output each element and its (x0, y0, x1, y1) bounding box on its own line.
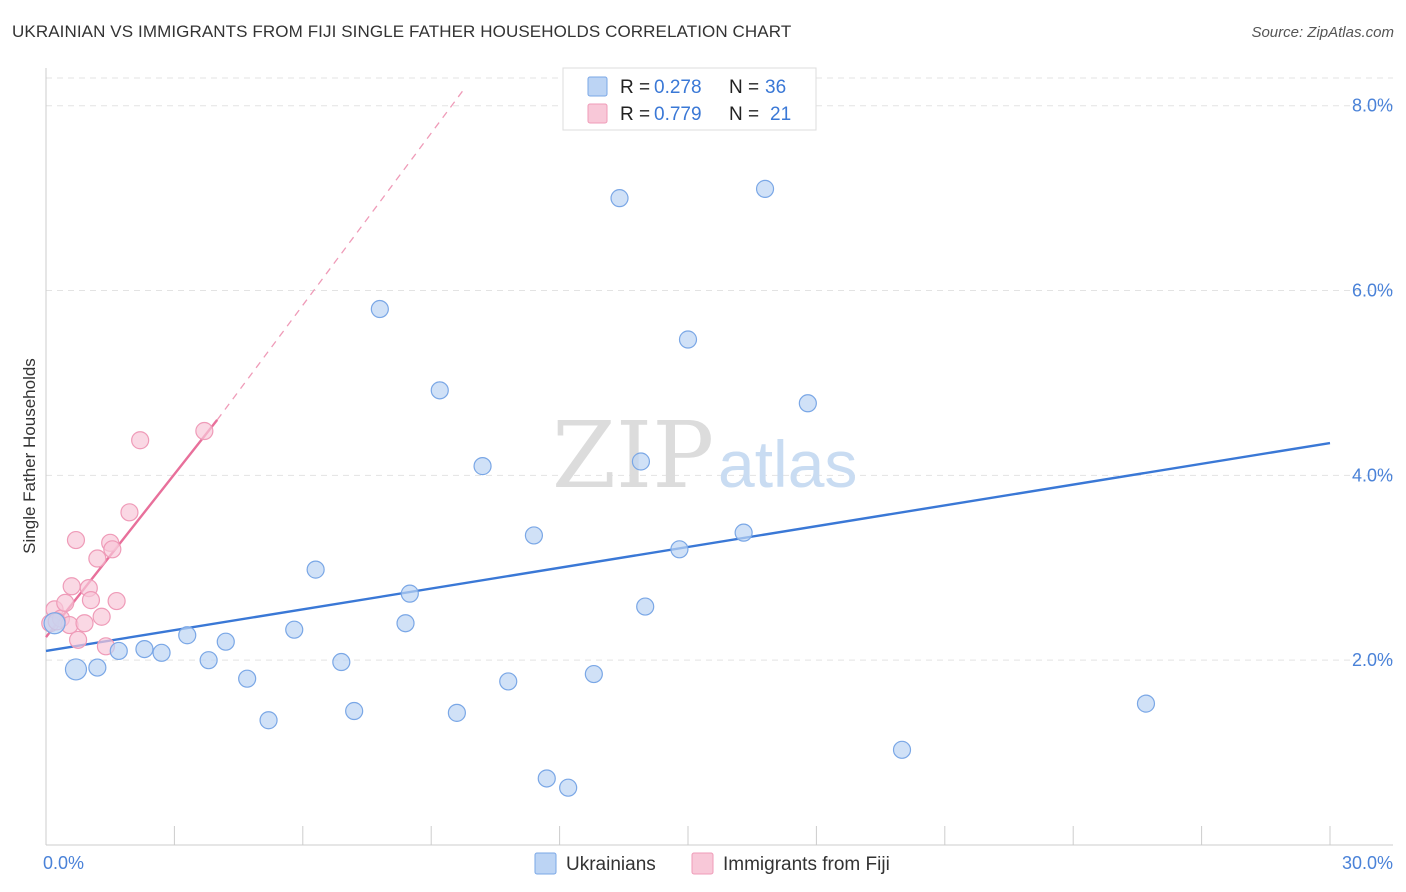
ukrainians-point-29 (670, 540, 689, 559)
ukrainians-point-31 (734, 523, 753, 542)
fiji-point-17 (120, 503, 139, 522)
legend-swatch-ukrainians (587, 76, 608, 97)
legend-r-value-1: 0.278 (654, 77, 702, 98)
ukrainians-point-2 (88, 658, 107, 677)
y-axis-label: Single Father Households (20, 358, 39, 554)
y-tick-label-2: 6.0% (1352, 281, 1393, 301)
ukrainians-point-21 (499, 672, 518, 691)
fiji-point-7 (68, 630, 88, 649)
ukrainians-point-9 (238, 669, 257, 688)
fiji-point-10 (81, 591, 101, 610)
y-tick-label-0: 2.0% (1352, 650, 1393, 670)
series-legend-swatch-ukrainians (534, 852, 557, 875)
series-legend: Ukrainians Immigrants from Fiji (534, 852, 890, 875)
ukrainians-point-25 (584, 664, 603, 684)
ukrainians-point-16 (396, 614, 415, 633)
ukrainians-point-23 (537, 769, 556, 788)
correlation-legend: R = 0.278 N = 36 R = 0.779 N = 21 (562, 67, 817, 131)
legend-n-label-2: N = (729, 104, 759, 125)
ukrainians-point-4 (135, 639, 154, 659)
source-label: Source: ZipAtlas.com (1251, 24, 1394, 41)
ukrainians-point-26 (610, 189, 629, 208)
y-tick-label-1: 4.0% (1352, 465, 1393, 485)
fiji-point-12 (92, 607, 111, 626)
y-tick-labels: 2.0% 4.0% 6.0% 8.0% (1352, 96, 1393, 670)
ukrainians-point-14 (345, 701, 364, 721)
ukrainians-point-17 (400, 584, 419, 603)
ukrainians-point-35 (1136, 694, 1156, 713)
y-tick-label-3: 8.0% (1352, 96, 1393, 116)
fiji-point-11 (88, 549, 107, 568)
fiji-point-19 (195, 421, 214, 441)
x-tick-max: 30.0% (1342, 853, 1393, 873)
legend-r-label-2: R = (620, 104, 650, 125)
ukrainians-point-7 (199, 651, 218, 670)
axes (45, 68, 1393, 846)
legend-swatch-fiji (587, 103, 608, 124)
ukrainians-point-19 (447, 703, 466, 722)
ukrainians-point-24 (559, 778, 578, 797)
ukrainians-point-34 (892, 740, 912, 759)
fiji-point-5 (62, 577, 81, 596)
trend-lines (45, 86, 1331, 653)
ukrainians-point-0 (43, 612, 66, 635)
ukrainians-point-22 (524, 526, 544, 545)
ukrainians-point-10 (259, 711, 278, 730)
watermark-zip: ZIP (552, 402, 714, 509)
ukrainians-point-20 (473, 457, 492, 476)
fiji-point-6 (66, 530, 86, 550)
series-legend-label-ukrainians: Ukrainians (566, 854, 656, 875)
ukrainians-point-28 (631, 452, 651, 471)
gridlines (46, 77, 1393, 661)
ukrainians-point-1 (64, 658, 88, 681)
ukrainians-point-13 (332, 652, 351, 672)
ukrainians-point-6 (178, 626, 197, 645)
data-points (41, 179, 1156, 797)
ukrainians-point-33 (798, 394, 817, 413)
legend-r-value-2: 0.779 (654, 104, 702, 125)
ukrainians-point-5 (152, 643, 171, 662)
legend-n-label-1: N = (729, 77, 759, 98)
ukrainians-point-8 (216, 632, 235, 651)
legend-n-value-2: 21 (770, 104, 791, 125)
ukrainians-point-12 (306, 560, 325, 579)
fiji-point-15 (103, 540, 122, 559)
fiji-point-16 (107, 591, 126, 611)
ukrainians-point-32 (755, 179, 775, 198)
series-legend-label-fiji: Immigrants from Fiji (723, 854, 890, 875)
ukrainians-point-30 (678, 330, 698, 349)
legend-r-label-1: R = (620, 77, 650, 98)
ukrainians-point-3 (109, 641, 128, 661)
x-tick-min: 0.0% (43, 853, 84, 873)
ukrainians-point-11 (285, 620, 304, 639)
ukrainians-point-15 (370, 299, 389, 319)
legend-n-value-1: 36 (765, 77, 786, 98)
fiji-point-3 (56, 593, 75, 612)
fiji-point-8 (75, 614, 94, 633)
watermark-atlas: atlas (718, 427, 857, 501)
trend-line-1 (45, 419, 219, 638)
fiji-point-18 (131, 431, 150, 450)
ukrainians-point-27 (636, 597, 655, 616)
trend-extension-1 (216, 86, 466, 421)
ukrainians-point-18 (430, 381, 449, 400)
series-legend-swatch-fiji (691, 852, 714, 875)
chart-title: UKRAINIAN VS IMMIGRANTS FROM FIJI SINGLE… (12, 22, 792, 41)
